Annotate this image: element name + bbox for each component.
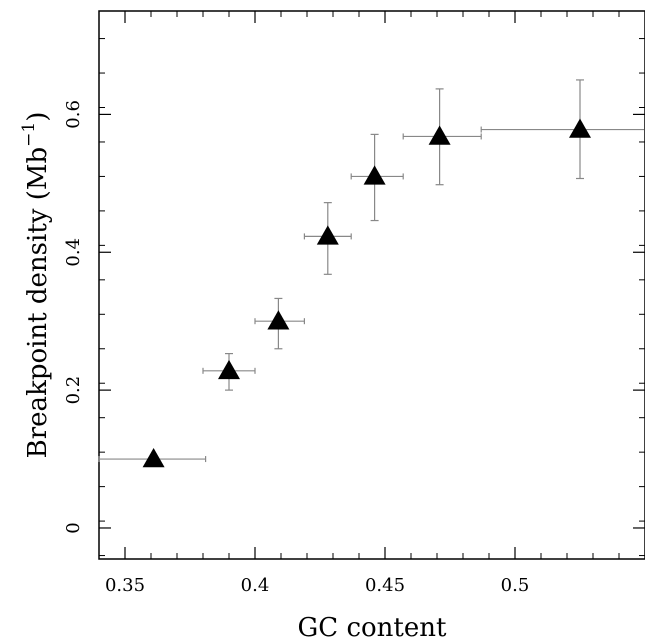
- x-tick-label: 0.5: [501, 575, 530, 596]
- y-axis-title-close: ): [23, 112, 53, 122]
- data-point-triangle: [569, 118, 591, 138]
- markers: [142, 118, 591, 468]
- minor-ticks: [98, 11, 645, 559]
- x-tick-label: 0.4: [241, 575, 270, 596]
- data-point-triangle: [428, 125, 451, 145]
- data-point-triangle: [267, 310, 290, 330]
- y-axis-title-group: Breakpoint density (Mb−1): [19, 112, 53, 459]
- error-bars: [98, 79, 644, 467]
- x-axis-title: GC content: [298, 613, 447, 641]
- x-tick-labels: 0.35 0.4 0.45 0.5: [105, 575, 529, 596]
- y-tick-label: 0.6: [63, 100, 84, 129]
- data-point-triangle: [316, 225, 339, 245]
- data-point-triangle: [363, 165, 386, 185]
- plot-frame: [98, 10, 645, 560]
- y-tick-label: 0: [63, 522, 84, 533]
- y-axis-title: Breakpoint density (Mb−1): [19, 112, 53, 459]
- data-point-triangle: [218, 359, 240, 380]
- major-ticks: [99, 11, 645, 559]
- data-point-triangle: [142, 448, 165, 468]
- x-tick-label: 0.35: [105, 575, 145, 596]
- y-tick-label: 0.2: [63, 376, 84, 405]
- y-tick-labels: 0 0.2 0.4 0.6: [63, 100, 84, 534]
- y-tick-label: 0.4: [63, 238, 84, 267]
- y-axis-title-superscript: −1: [19, 122, 39, 147]
- y-axis-title-main: Breakpoint density (Mb: [23, 147, 53, 459]
- x-tick-label: 0.45: [365, 575, 405, 596]
